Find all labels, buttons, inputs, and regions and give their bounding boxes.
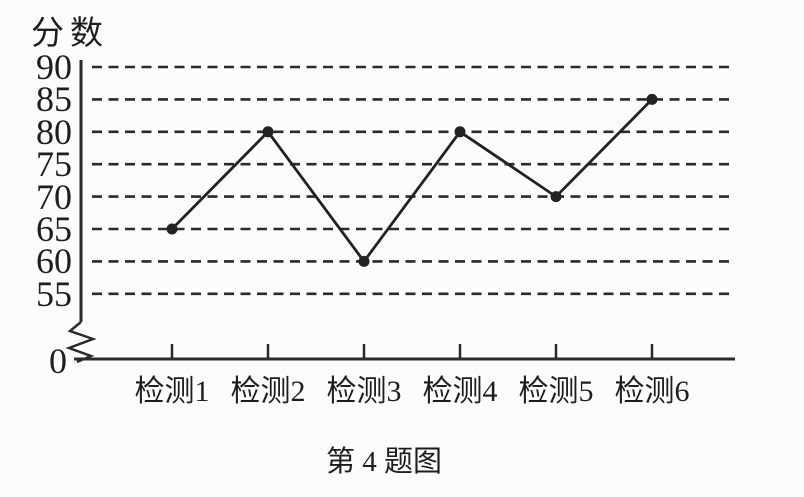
x-category-label-6: 检测6 [614,375,690,408]
y-tick-label-70: 70 [36,176,72,217]
data-point-检测2 [262,126,274,138]
y-tick-label-65: 65 [36,209,72,249]
y-tick-label-80: 80 [36,111,72,152]
data-point-检测5 [550,191,562,203]
x-category-label-3: 检测3 [326,375,402,408]
origin-label: 0 [49,341,67,381]
data-polyline [171,98,653,264]
axis-break-zigzag [65,321,97,364]
data-point-检测4 [454,126,466,138]
y-tick-label-75: 75 [36,144,72,185]
data-point-检测3 [358,255,370,267]
y-tick-label-60: 60 [36,241,72,282]
x-category-label-4: 检测4 [422,375,498,408]
figure-caption: 第 4 题图 [325,446,442,478]
x-category-label-2: 检测2 [230,375,306,408]
y-axis-title: 分数 [31,16,109,52]
data-point-检测6 [646,93,658,105]
y-tick-label-90: 90 [36,47,72,87]
x-category-label-1: 检测1 [134,375,210,408]
x-category-label-5: 检测5 [518,375,594,408]
data-point-检测1 [166,223,178,235]
y-tick-label-55: 55 [36,273,72,314]
y-tick-label-85: 85 [36,79,72,120]
